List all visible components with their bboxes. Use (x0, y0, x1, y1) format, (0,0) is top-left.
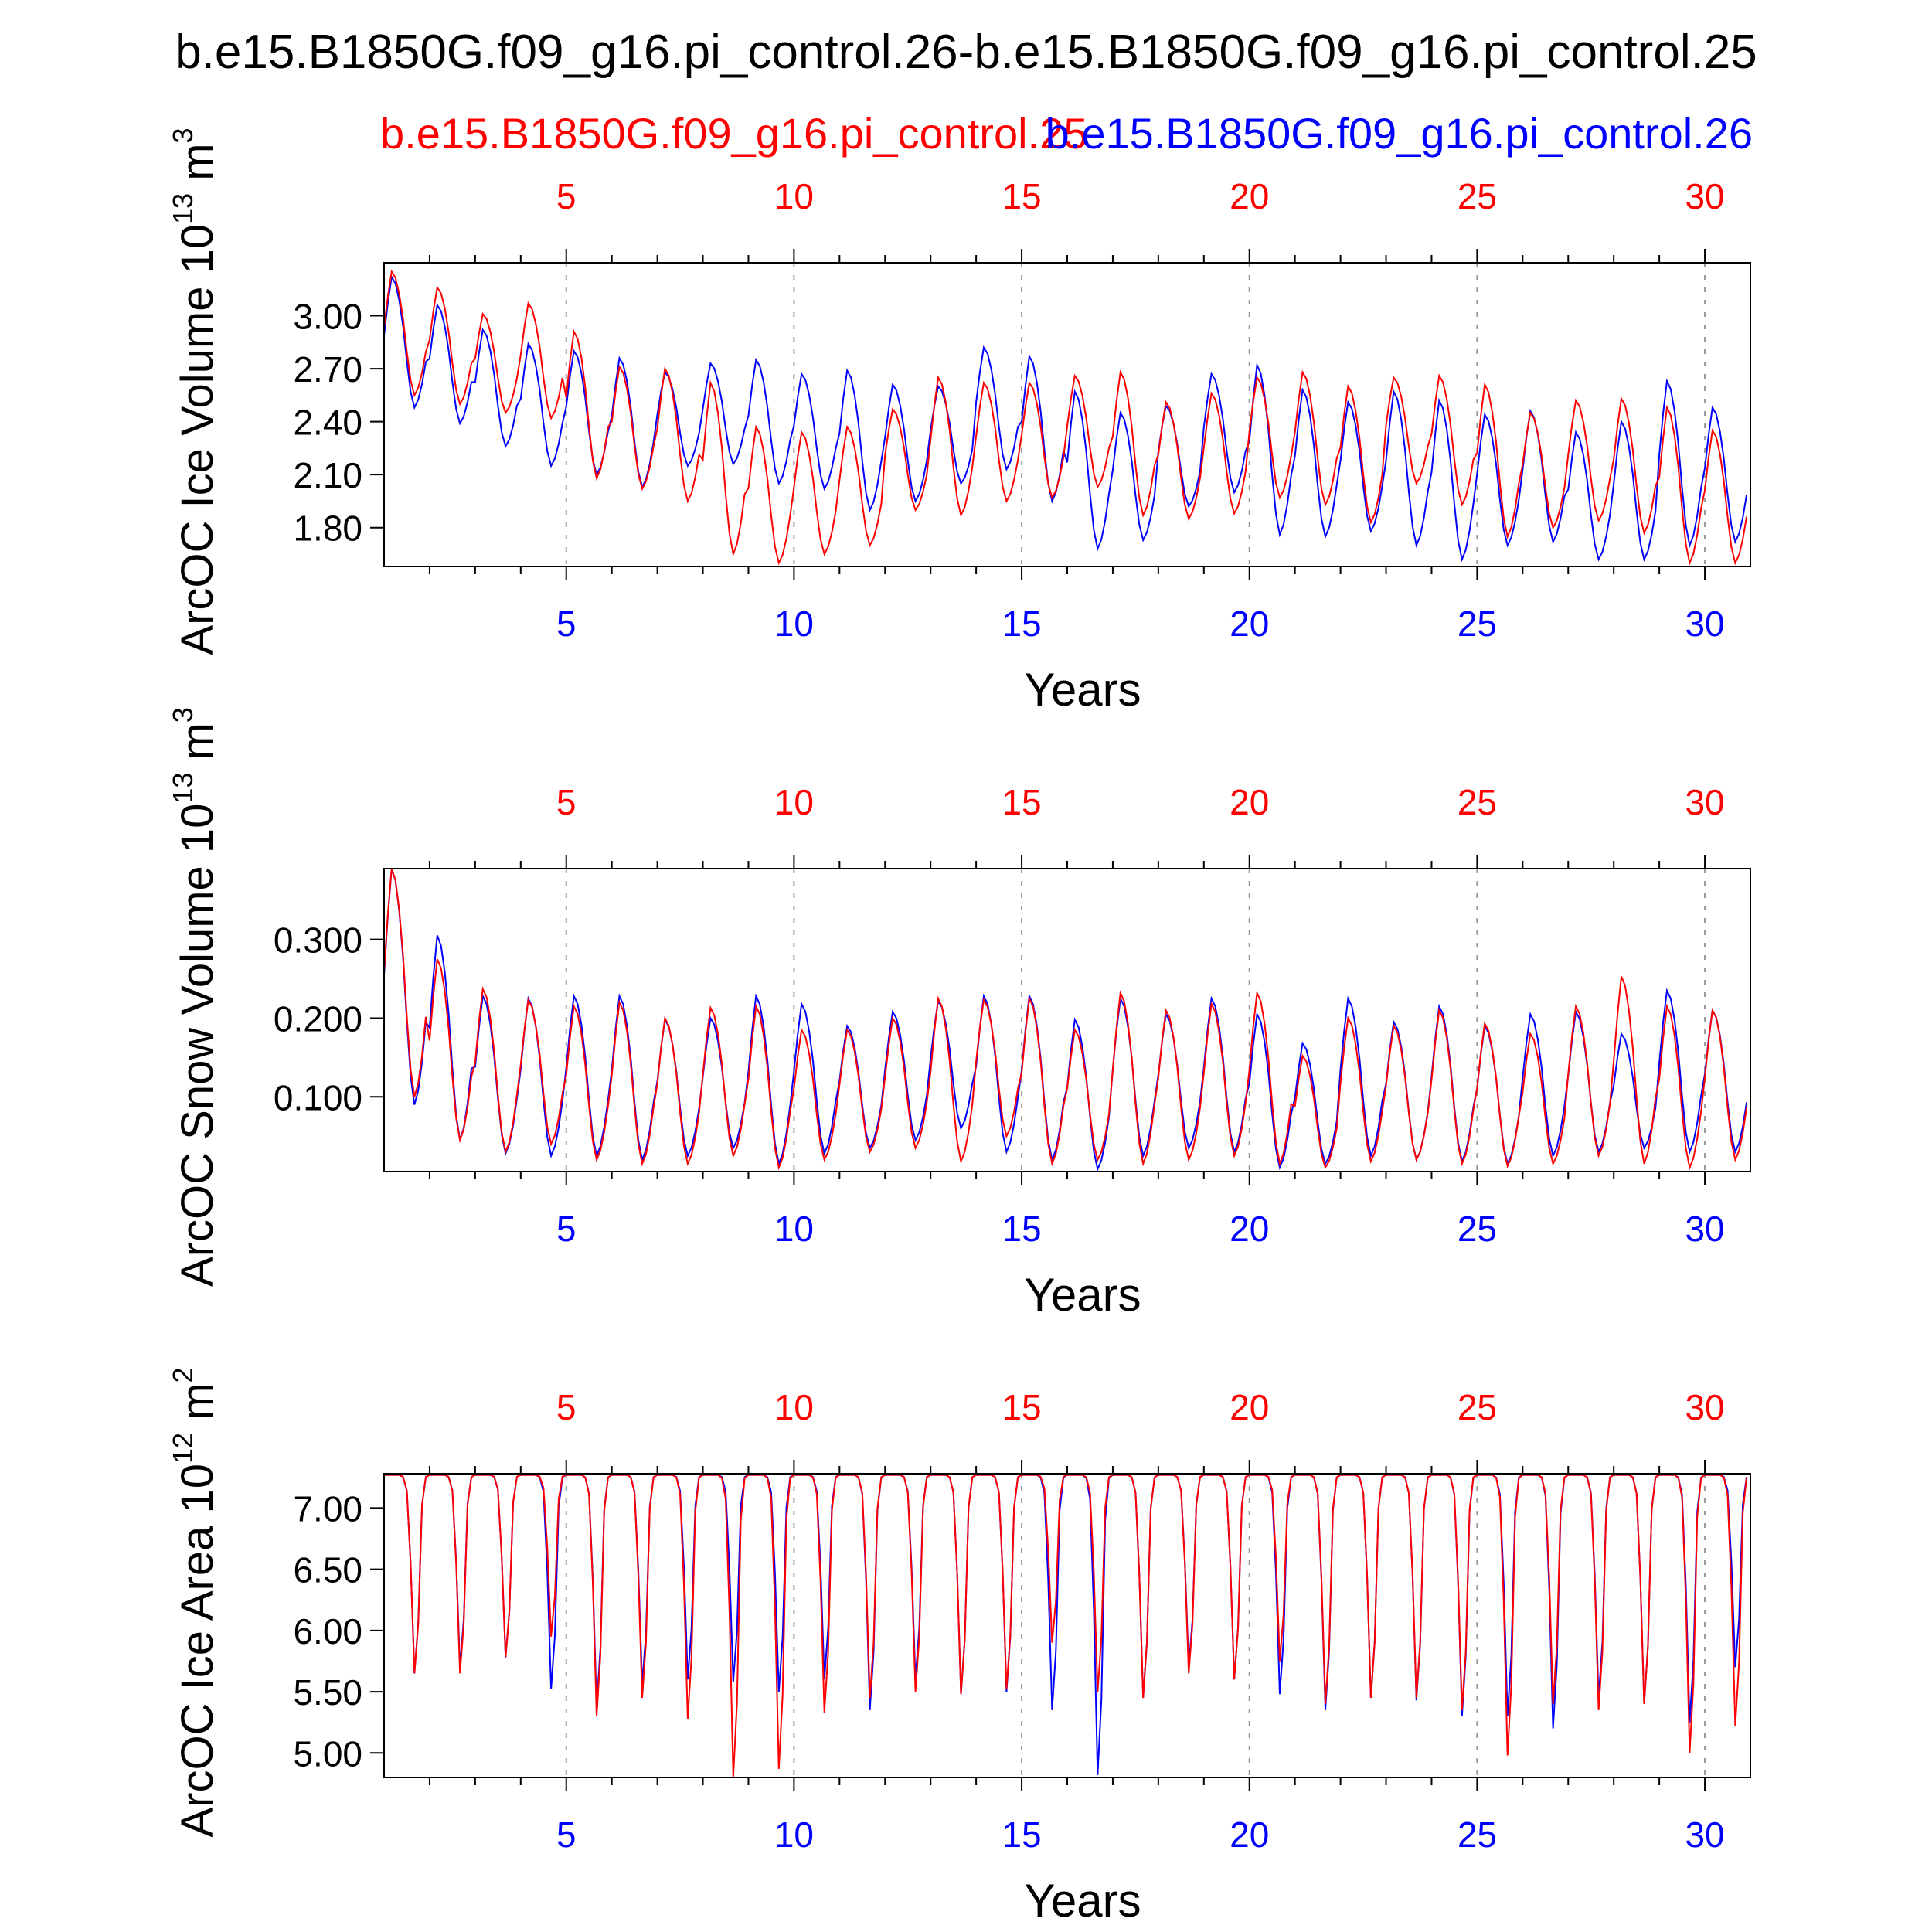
y-label-main: ArcOC Ice Volume 10 (172, 224, 223, 655)
y-label-unit-exponent: 2 (167, 1367, 199, 1383)
xtick-label-bottom: 20 (1230, 1209, 1269, 1249)
series-line-pi-control-26 (383, 868, 1748, 1172)
ytick-label: 0.200 (274, 998, 362, 1039)
panel-3: 5.00 5.50 6.00 6.50 7.00 5 5 10 10 15 15 20 20 25 25 30… (167, 1367, 1751, 1927)
xtick-label-top: 20 (1230, 176, 1269, 216)
plot-frame (383, 1473, 1751, 1778)
ytick-label: 0.300 (274, 920, 362, 961)
xtick-label-bottom: 25 (1458, 1209, 1497, 1249)
y-axis-label: ArcOC Snow Volume 1013 m3 (167, 707, 223, 1287)
xtick-label-top: 15 (1002, 176, 1041, 216)
ytick-label: 5.00 (293, 1733, 362, 1774)
x-axis-label: Years (1024, 1875, 1141, 1927)
xtick-label-bottom: 30 (1685, 1209, 1724, 1249)
xtick-label-bottom: 5 (556, 1815, 577, 1855)
y-label-unit: m (172, 723, 223, 772)
series-line-pi-control-25 (384, 1474, 1748, 1778)
xtick-label-bottom: 25 (1458, 604, 1497, 644)
series-line-pi-control-26 (383, 274, 1748, 563)
x-axis-label: Years (1024, 1269, 1141, 1321)
xtick-label-top: 10 (774, 176, 814, 216)
figure-title: b.e15.B1850G.f09_g16.pi_control.26-b.e15… (175, 26, 1757, 79)
xtick-label-bottom: 5 (556, 1209, 577, 1249)
xtick-label-bottom: 10 (774, 1209, 814, 1249)
xtick-label-top: 10 (774, 1387, 814, 1427)
xtick-label-top: 25 (1458, 1387, 1497, 1427)
y-label-main: ArcOC Ice Area 10 (172, 1464, 223, 1838)
y-label-unit: m (172, 1383, 223, 1433)
xtick-label-bottom: 25 (1458, 1815, 1497, 1855)
plot-frame (383, 262, 1751, 567)
y-label-exponent: 12 (167, 1433, 199, 1464)
y-axis-label: ArcOC Ice Area 1012 m2 (167, 1367, 223, 1837)
xtick-label-bottom: 5 (556, 604, 577, 644)
panel-2: 0.100 0.200 0.300 5 5 10 10 15 15 20 20 25 25 30 30 Yea… (167, 707, 1751, 1321)
ytick-label: 7.00 (293, 1488, 362, 1529)
legend-case-a: b.e15.B1850G.f09_g16.pi_control.25 (380, 109, 1087, 158)
y-label-exponent: 13 (167, 773, 199, 804)
xtick-label-bottom: 20 (1230, 1815, 1269, 1855)
xtick-label-bottom: 10 (774, 1815, 814, 1855)
series-line-pi-control-25 (383, 269, 1748, 566)
xtick-label-bottom: 15 (1002, 604, 1041, 644)
ytick-label: 6.00 (293, 1611, 362, 1651)
xtick-label-top: 25 (1458, 782, 1497, 822)
y-label-unit-exponent: 3 (167, 707, 199, 723)
xtick-label-top: 20 (1230, 782, 1269, 822)
panel-1: 1.80 2.10 2.40 2.70 3.00 5 5 10 10 15 15 20 20 25 25 30… (167, 128, 1751, 716)
panels-group: 1.802.102.402.703.0055101015152020252530… (167, 128, 1751, 1927)
xtick-label-top: 25 (1458, 176, 1497, 216)
ytick-label: 1.80 (293, 509, 362, 549)
ytick-label: 0.100 (274, 1077, 362, 1117)
ytick-label: 2.10 (293, 455, 362, 495)
xtick-label-bottom: 10 (774, 604, 814, 644)
plot-frame (383, 868, 1751, 1172)
y-axis-label: ArcOC Ice Volume 1013 m3 (167, 128, 223, 655)
xtick-label-top: 30 (1685, 1387, 1724, 1427)
xtick-label-bottom: 30 (1685, 1815, 1724, 1855)
xtick-label-top: 5 (556, 176, 577, 216)
y-label-main: ArcOC Snow Volume 10 (172, 804, 223, 1287)
xtick-label-top: 5 (556, 1387, 577, 1427)
y-label-unit-exponent: 3 (167, 128, 199, 143)
legend-case-b: b.e15.B1850G.f09_g16.pi_control.26 (1046, 109, 1753, 158)
xtick-label-top: 30 (1685, 782, 1724, 822)
ytick-label: 5.50 (293, 1672, 362, 1713)
ytick-label: 6.50 (293, 1550, 362, 1590)
xtick-label-top: 5 (556, 782, 577, 822)
xtick-label-bottom: 15 (1002, 1815, 1041, 1855)
y-label-exponent: 13 (167, 193, 199, 224)
xtick-label-top: 20 (1230, 1387, 1269, 1427)
ytick-label: 3.00 (293, 297, 362, 337)
xtick-label-top: 10 (774, 782, 814, 822)
y-label-unit: m (172, 143, 223, 192)
ytick-label: 2.70 (293, 349, 362, 389)
xtick-label-bottom: 20 (1230, 604, 1269, 644)
xtick-label-bottom: 30 (1685, 604, 1724, 644)
x-axis-label: Years (1024, 664, 1141, 716)
xtick-label-top: 15 (1002, 1387, 1041, 1427)
xtick-label-top: 15 (1002, 782, 1041, 822)
xtick-label-bottom: 15 (1002, 1209, 1041, 1249)
xtick-label-top: 30 (1685, 176, 1724, 216)
ytick-label: 2.40 (293, 403, 362, 443)
series-line-pi-control-26 (384, 1474, 1748, 1775)
series-line-pi-control-25 (383, 868, 1748, 1171)
